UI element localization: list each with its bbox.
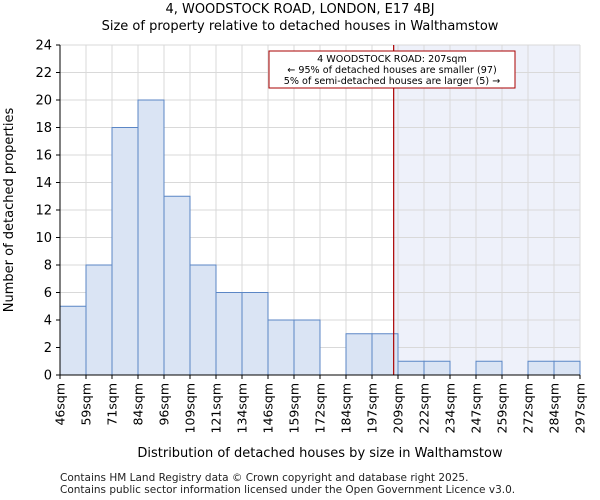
y-tick-label: 0 <box>44 369 52 384</box>
histogram-bar <box>553 360 581 376</box>
histogram-bar <box>85 264 113 376</box>
y-tick-label: 4 <box>44 314 52 329</box>
x-tick-label: 84sqm <box>131 383 146 426</box>
x-tick-label: 222sqm <box>417 383 432 433</box>
histogram-bar <box>527 360 555 376</box>
histogram-bar <box>215 292 243 376</box>
x-tick-label: 59sqm <box>79 383 94 426</box>
x-tick-label: 96sqm <box>157 383 172 426</box>
histogram-bar <box>137 99 165 376</box>
x-tick-label: 134sqm <box>235 383 250 433</box>
x-tick-label: 234sqm <box>443 383 458 433</box>
x-tick-label: 46sqm <box>53 383 68 426</box>
x-tick-label: 272sqm <box>521 383 536 433</box>
footer-copyright: Contains HM Land Registry data © Crown c… <box>60 472 469 484</box>
y-tick-label: 2 <box>44 341 52 356</box>
histogram-bar <box>59 305 87 376</box>
histogram-bar <box>241 292 269 376</box>
x-tick-label: 247sqm <box>469 383 484 433</box>
x-tick-label: 259sqm <box>495 383 510 433</box>
x-axis-title: Distribution of detached houses by size … <box>137 446 503 461</box>
x-tick-label: 209sqm <box>391 383 406 433</box>
x-tick-label: 146sqm <box>261 383 276 433</box>
y-tick-label: 20 <box>35 94 52 109</box>
x-tick-label: 71sqm <box>105 383 120 426</box>
histogram-bar <box>293 319 321 376</box>
histogram-bar <box>189 264 217 376</box>
annotation-line: ← 95% of detached houses are smaller (97… <box>287 65 496 76</box>
histogram-bar <box>163 195 191 376</box>
x-tick-label: 297sqm <box>573 383 588 433</box>
y-tick-label: 24 <box>35 39 52 54</box>
footer-licence: Contains public sector information licen… <box>60 484 516 496</box>
chart-subtitle: Size of property relative to detached ho… <box>101 19 499 34</box>
histogram-bar <box>397 360 425 376</box>
y-axis-title: Number of detached properties <box>2 108 17 313</box>
y-tick-label: 22 <box>35 66 52 81</box>
y-tick-label: 6 <box>44 286 52 301</box>
x-tick-label: 121sqm <box>209 383 224 433</box>
y-tick-label: 8 <box>44 259 52 274</box>
x-tick-label: 197sqm <box>365 383 380 433</box>
x-tick-label: 172sqm <box>313 383 328 433</box>
x-tick-label: 184sqm <box>339 383 354 433</box>
annotation-box <box>268 50 516 89</box>
x-tick-label: 109sqm <box>183 383 198 433</box>
y-tick-label: 16 <box>35 149 52 164</box>
annotation-line: 4 WOODSTOCK ROAD: 207sqm <box>317 54 467 65</box>
x-tick-label: 159sqm <box>287 383 302 433</box>
histogram-bar <box>423 360 451 376</box>
histogram-bar <box>475 360 503 376</box>
y-tick-label: 18 <box>35 121 52 136</box>
y-tick-label: 12 <box>35 204 52 219</box>
histogram-bar <box>267 319 295 376</box>
y-tick-label: 10 <box>35 231 52 246</box>
annotation-line: 5% of semi-detached houses are larger (5… <box>284 76 501 87</box>
histogram-bar <box>111 127 139 376</box>
y-tick-label: 14 <box>35 176 52 191</box>
x-tick-label: 284sqm <box>547 383 562 433</box>
histogram-bar <box>345 333 373 376</box>
chart-title: 4, WOODSTOCK ROAD, LONDON, E17 4BJ <box>165 2 435 17</box>
